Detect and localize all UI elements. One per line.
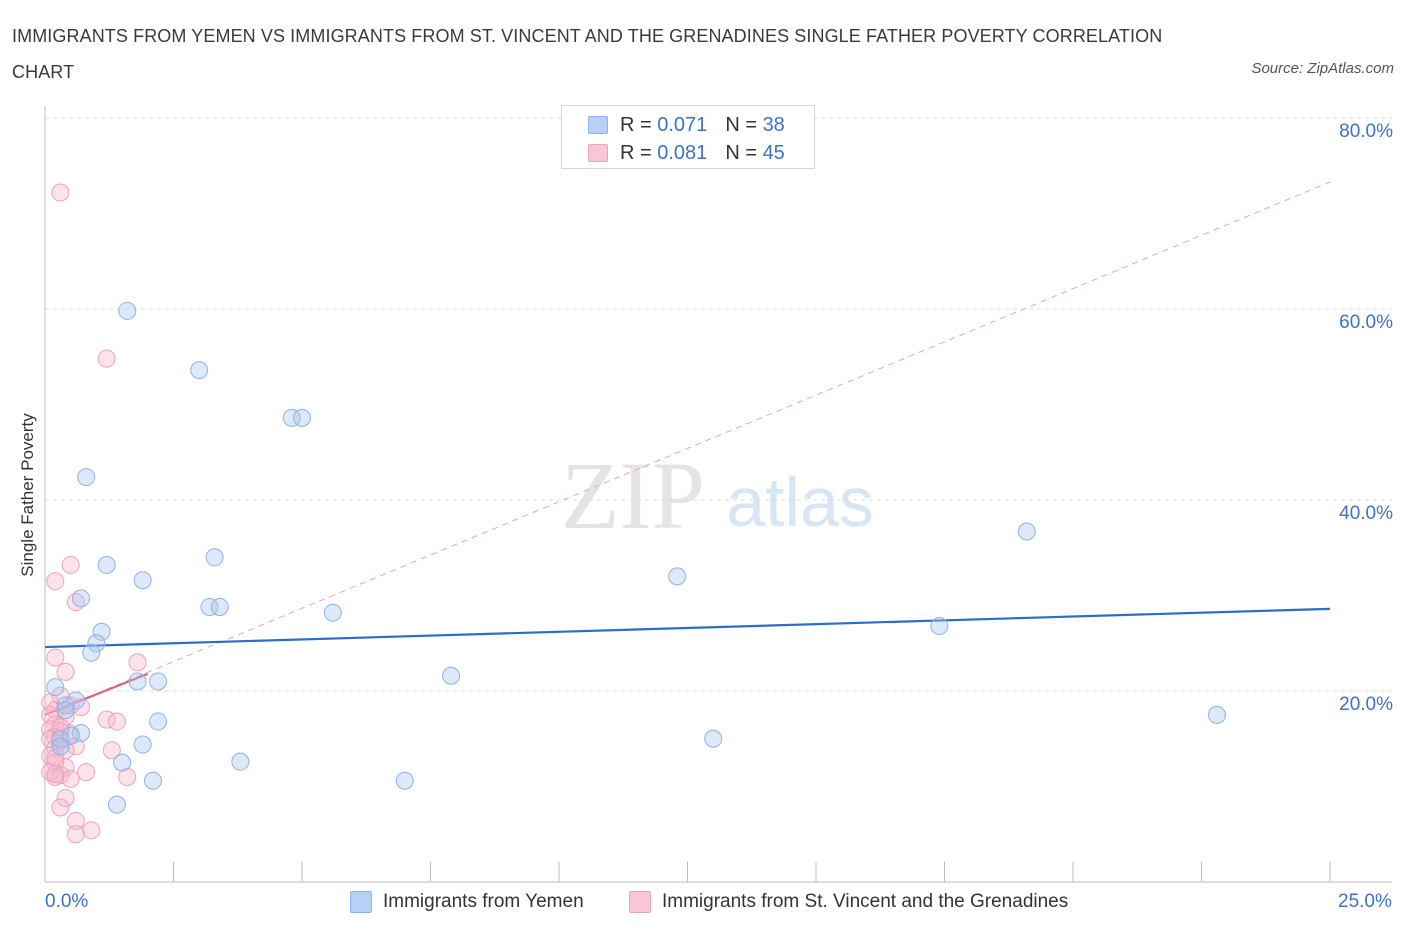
data-point-svg — [77, 763, 96, 782]
data-point-svg — [107, 712, 126, 731]
data-point-yemen — [442, 666, 461, 685]
data-point-yemen — [51, 737, 70, 756]
legend-swatch-yemen — [588, 116, 608, 134]
data-point-svg — [51, 722, 70, 741]
y-tick-label: 40.0% — [1339, 503, 1393, 524]
series-legend-svg: Immigrants from St. Vincent and the Gren… — [629, 888, 1068, 916]
data-point-svg — [46, 748, 65, 767]
y-tick-label: 80.0% — [1339, 121, 1393, 142]
correlation-legend: R = 0.071 N = 38 R = 0.081 N = 45 — [561, 105, 815, 169]
data-point-yemen — [46, 678, 65, 697]
data-point-yemen — [1017, 522, 1036, 541]
trend-line-yemen — [44, 607, 1331, 649]
data-point-yemen — [128, 672, 147, 691]
data-point-svg — [82, 821, 101, 840]
data-point-svg — [51, 183, 70, 202]
data-point-svg — [66, 737, 85, 756]
data-point-svg — [46, 701, 65, 720]
legend-swatch-svg — [588, 144, 608, 162]
trend-line-svg-extended — [44, 181, 1331, 716]
trend-lines — [44, 181, 1331, 716]
data-point-yemen — [133, 735, 152, 754]
series-swatch-yemen — [350, 891, 372, 913]
data-point-yemen — [149, 712, 168, 731]
data-point-yemen — [704, 729, 723, 748]
data-point-svg — [97, 349, 116, 368]
data-point-yemen — [323, 603, 342, 622]
data-point-yemen — [56, 701, 75, 720]
legend-n-label: N = — [725, 141, 757, 164]
data-point-svg — [128, 653, 147, 672]
watermark-atlas: atlas — [726, 463, 874, 541]
data-point-yemen — [210, 597, 229, 616]
data-point-svg — [51, 798, 70, 817]
legend-n-label: N = — [725, 113, 757, 136]
data-point-svg — [66, 825, 85, 844]
data-point-yemen — [87, 634, 106, 653]
grid-lines — [45, 117, 1392, 692]
data-point-yemen — [293, 408, 311, 427]
series-name-yemen: Immigrants from Yemen — [383, 891, 584, 912]
legend-row-yemen: R = 0.071 N = 38 — [588, 112, 785, 138]
data-point-yemen — [143, 771, 162, 790]
series-legend-yemen: Immigrants from Yemen — [350, 888, 584, 916]
data-point-yemen — [92, 622, 111, 641]
data-point-yemen — [190, 361, 209, 380]
data-point-yemen — [113, 753, 132, 772]
data-point-yemen — [56, 696, 75, 715]
data-point-yemen — [71, 724, 90, 743]
series-name-svg: Immigrants from St. Vincent and the Gren… — [662, 891, 1069, 912]
data-point-yemen — [118, 301, 137, 320]
zipatlas-watermark: ZIP atlas — [561, 442, 874, 549]
data-point-yemen — [205, 548, 224, 567]
legend-r-value-svg: 0.081 — [657, 141, 708, 164]
y-tick-label: 60.0% — [1339, 312, 1393, 333]
x-tick-label-min: 0.0% — [45, 891, 89, 912]
source-label: Source: ZipAtlas.com — [1251, 60, 1394, 77]
data-point-svg — [56, 662, 75, 681]
legend-n-value-svg: 45 — [762, 141, 785, 164]
data-point-svg — [56, 788, 75, 807]
data-point-yemen — [1207, 705, 1226, 724]
legend-n-value-yemen: 38 — [762, 113, 785, 136]
legend-row-svg: R = 0.081 N = 45 — [588, 140, 785, 166]
data-point-svg — [61, 769, 80, 788]
y-tick-label: 20.0% — [1339, 694, 1393, 715]
data-point-svg — [46, 572, 65, 591]
data-point-yemen — [71, 589, 90, 608]
data-point-yemen — [930, 617, 949, 636]
chart-title: IMMIGRANTS FROM YEMEN VS IMMIGRANTS FROM… — [12, 26, 1163, 82]
data-point-svg — [61, 555, 80, 574]
data-point-yemen — [51, 729, 70, 748]
data-point-yemen — [97, 555, 116, 574]
series-swatch-svg — [629, 891, 651, 913]
data-point-yemen — [200, 597, 219, 616]
data-point-yemen — [395, 771, 414, 790]
data-point-svg — [46, 648, 65, 667]
data-point-yemen — [82, 643, 101, 662]
data-point-yemen — [133, 571, 152, 590]
watermark-zip: ZIP — [561, 442, 705, 549]
data-point-yemen — [149, 672, 168, 691]
x-tick-label-max: 25.0% — [1338, 891, 1392, 912]
data-points — [41, 183, 1226, 844]
data-point-svg — [66, 811, 85, 830]
data-point-yemen — [231, 752, 250, 771]
axes — [44, 106, 1392, 883]
data-point-yemen — [668, 567, 687, 586]
data-point-svg — [118, 767, 137, 786]
legend-r-label: R = — [620, 113, 652, 136]
data-point-svg — [46, 765, 65, 784]
data-point-yemen — [282, 408, 301, 427]
data-point-yemen — [107, 795, 126, 814]
data-point-svg — [102, 741, 121, 760]
legend-r-label: R = — [620, 141, 652, 164]
legend-r-value-yemen: 0.071 — [657, 113, 708, 136]
data-point-yemen — [77, 468, 96, 487]
